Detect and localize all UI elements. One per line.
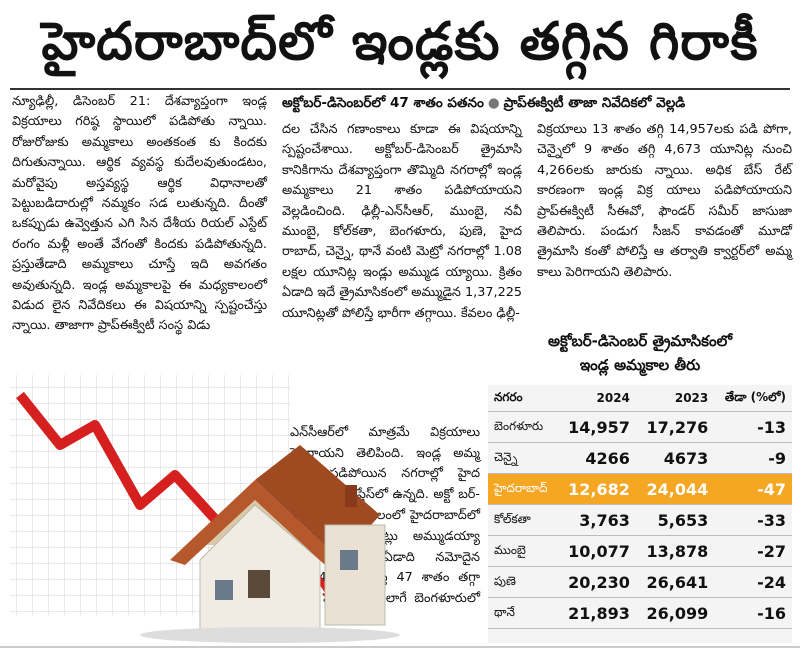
table-row: పుణె 20,230 26,641 -24 <box>488 566 792 598</box>
subheadline: అక్టోబర్‌-డిసెంబర్‌లో 47 శాతం పతనం ● ప్రాప… <box>282 92 792 114</box>
table-cell-y2023: 26,641 <box>635 566 715 598</box>
sales-table: నగరం 2024 2023 తేడా (%లో) బెంగళూరు 14,957… <box>488 385 792 629</box>
table-cell-y2023: 26,099 <box>635 597 715 629</box>
table-cell-city: థానే <box>488 597 558 629</box>
table-cell-y2024: 10,077 <box>557 535 636 567</box>
article-column-3: విక్రయాలు 13 శాతం తగ్గి 14,957లకు పడి పో… <box>537 122 792 280</box>
table-row: బెంగళూరు 14,957 17,276 -13 <box>488 411 792 443</box>
table-cell-city: కోల్‌కతా <box>488 504 558 536</box>
table-cell-y2024: 12,682 <box>557 473 636 505</box>
table-row: ముంబై 10,077 13,878 -27 <box>488 535 792 567</box>
bottom-rule <box>0 646 800 648</box>
table-cell-diff: -27 <box>714 535 792 567</box>
subheadline-part2: ప్రాప్‌ఈక్విటీ తాజా నివేదికలో వెల్లడి <box>503 95 686 111</box>
house-with-falling-graph-icon <box>10 375 400 643</box>
article-column-2: దల చేసిన గణాంకాలు కూడా ఈ విషయాన్ని స్పష్… <box>282 122 522 321</box>
table-cell-y2023: 13,878 <box>635 535 715 567</box>
table-cell-y2024: 4266 <box>557 442 636 474</box>
headline-rule <box>10 88 790 90</box>
table-cell-y2024: 3,763 <box>557 504 636 536</box>
table-row: హైదరాబాద్‌ 12,682 24,044 -47 <box>488 473 792 505</box>
table-cell-diff: -9 <box>714 442 792 474</box>
table-cell-city: బెంగళూరు <box>488 411 558 443</box>
table-cell-city: పుణె <box>488 566 558 598</box>
table-cell-diff: -13 <box>714 411 792 443</box>
house-icon <box>170 445 386 631</box>
table-cell-diff: -47 <box>714 473 792 505</box>
table-cell-y2024: 20,230 <box>557 566 636 598</box>
table-cell-diff: -16 <box>714 597 792 629</box>
table-row: చెన్నై 4266 4673 -9 <box>488 442 792 474</box>
article-column-1: న్యూఢిల్లీ, డిసెంబర్‌ 21: దేశవ్యాప్తంగా … <box>12 94 267 334</box>
table-cell-city: హైదరాబాద్‌ <box>488 473 558 505</box>
table-cell-diff: -24 <box>714 566 792 598</box>
bullet-icon: ● <box>487 95 500 111</box>
table-cell-diff: -33 <box>714 504 792 536</box>
table-cell-y2024: 21,893 <box>557 597 636 629</box>
table-cell-y2023: 17,276 <box>635 411 715 443</box>
table-title: అక్టోబర్‌-డిసెంబర్‌ త్రైమాసికంలో ఇండ్ల అ… <box>488 325 792 385</box>
table-cell-y2023: 5,653 <box>635 504 715 536</box>
headline: హైదరాబాద్‌లో ఇండ్లకు తగ్గిన గిరాకీ <box>41 12 759 72</box>
table-cell-y2023: 24,044 <box>635 473 715 505</box>
table-header-row: నగరం 2024 2023 తేడా (%లో) <box>488 385 792 412</box>
table-cell-city: చెన్నై <box>488 442 558 474</box>
table-cell-y2023: 4673 <box>635 442 715 474</box>
table-row: కోల్‌కతా 3,763 5,653 -33 <box>488 504 792 536</box>
table-row: థానే 21,893 26,099 -16 <box>488 597 792 629</box>
table-cell-city: ముంబై <box>488 535 558 567</box>
subheadline-part1: అక్టోబర్‌-డిసెంబర్‌లో 47 శాతం పతనం <box>282 95 484 111</box>
table-cell-y2024: 14,957 <box>557 411 636 443</box>
sales-table-box: అక్టోబర్‌-డిసెంబర్‌ త్రైమాసికంలో ఇండ్ల అ… <box>488 325 792 643</box>
